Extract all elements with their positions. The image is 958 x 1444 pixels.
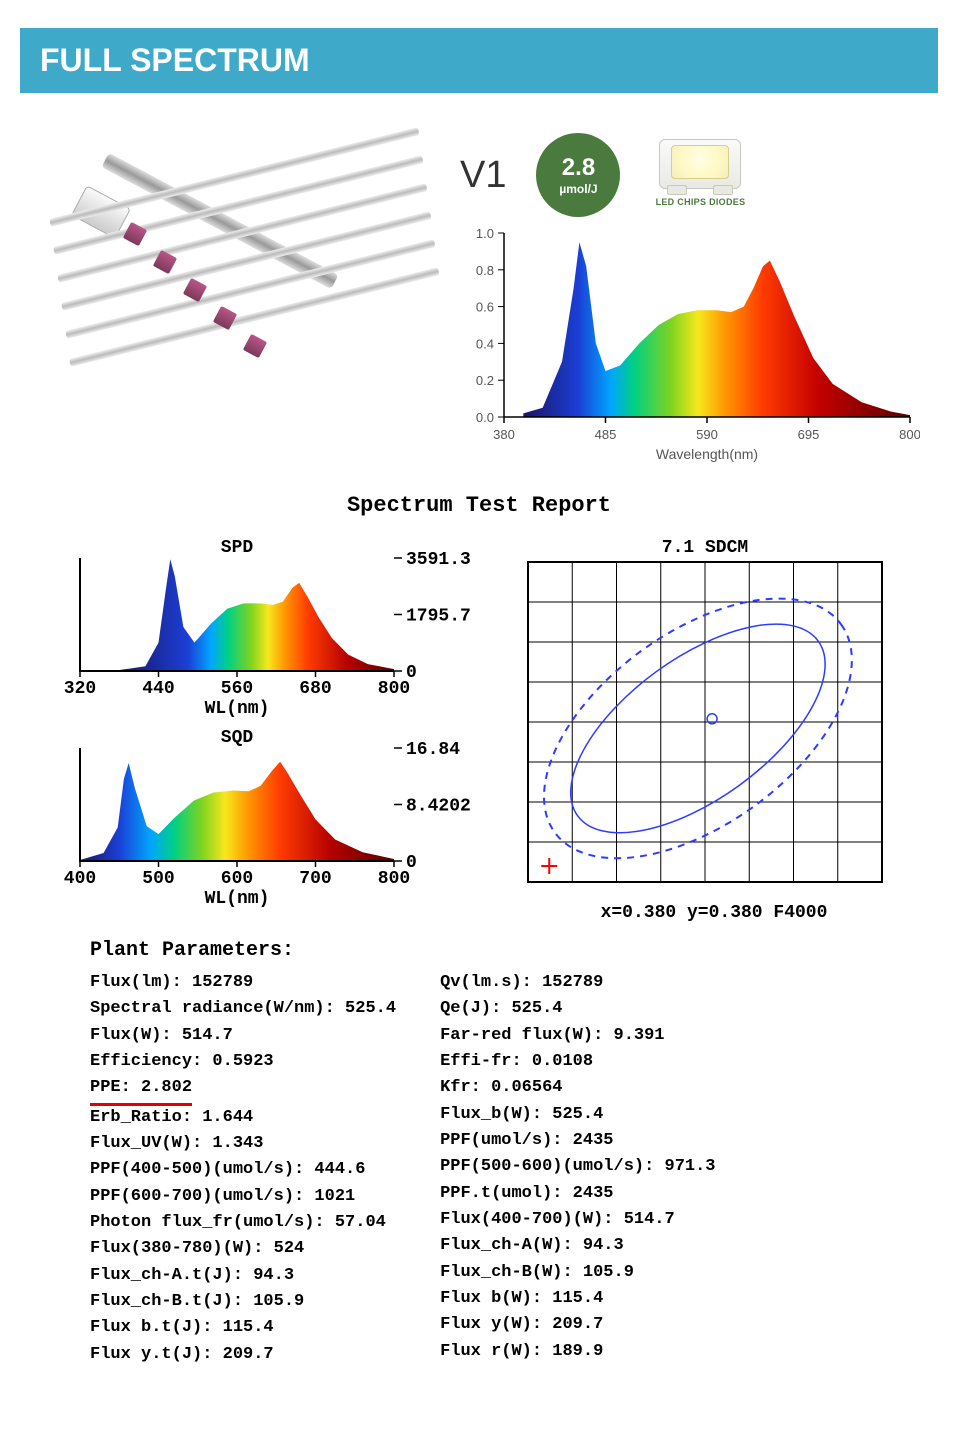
- param-row: Photon flux_fr(umol/s): 57.04: [90, 1210, 396, 1236]
- svg-text:320: 320: [64, 679, 96, 699]
- report-row: SPD32044056068080001795.73591.3WL(nm) SQ…: [0, 532, 958, 923]
- svg-text:590: 590: [696, 427, 718, 442]
- param-row: PPF(600-700)(umol/s): 1021: [90, 1184, 396, 1210]
- svg-text:800: 800: [899, 427, 920, 442]
- params-title: Plant Parameters:: [90, 939, 918, 962]
- svg-text:0.6: 0.6: [476, 300, 494, 315]
- param-row: Effi-fr: 0.0108: [440, 1049, 715, 1075]
- svg-text:500: 500: [142, 869, 174, 889]
- param-row: Flux_UV(W): 1.343: [90, 1131, 396, 1157]
- param-row: Flux_ch-A(W): 94.3: [440, 1233, 715, 1259]
- badge-unit: µmol/J: [559, 182, 597, 196]
- param-row: Flux_ch-B(W): 105.9: [440, 1260, 715, 1286]
- param-row: PPE: 2.802: [90, 1075, 396, 1104]
- svg-text:WL(nm): WL(nm): [205, 699, 270, 717]
- svg-text:440: 440: [142, 679, 174, 699]
- param-row: Erb_Ratio: 1.644: [90, 1105, 396, 1131]
- param-row: Flux(W): 514.7: [90, 1023, 396, 1049]
- params-right-column: Qv(lm.s): 152789Qe(J): 525.4Far-red flux…: [440, 970, 715, 1368]
- svg-text:0.8: 0.8: [476, 263, 494, 278]
- badge-value: 2.8: [562, 154, 595, 182]
- sqd-chart: SQD40050060070080008.420216.84WL(nm): [60, 722, 490, 907]
- param-row: Qv(lm.s): 152789: [440, 970, 715, 996]
- param-row: Flux_ch-A.t(J): 94.3: [90, 1263, 396, 1289]
- plant-parameters: Plant Parameters: Flux(lm): 152789Spectr…: [0, 923, 958, 1408]
- svg-text:8.4202: 8.4202: [406, 796, 471, 816]
- svg-text:485: 485: [595, 427, 617, 442]
- sdcm-chart: 7.1 SDCM: [510, 532, 900, 892]
- svg-text:0.4: 0.4: [476, 336, 494, 351]
- param-row: Efficiency: 0.5923: [90, 1049, 396, 1075]
- product-image: [20, 133, 440, 393]
- svg-text:0.2: 0.2: [476, 373, 494, 388]
- svg-text:400: 400: [64, 869, 96, 889]
- section-title: FULL SPECTRUM: [40, 42, 310, 78]
- param-row: Far-red flux(W): 9.391: [440, 1023, 715, 1049]
- section-header: FULL SPECTRUM: [20, 28, 938, 93]
- svg-text:560: 560: [221, 679, 253, 699]
- param-row: Flux(380-780)(W): 524: [90, 1236, 396, 1262]
- svg-text:0: 0: [406, 853, 417, 873]
- svg-text:7.1 SDCM: 7.1 SDCM: [662, 538, 748, 558]
- params-left-column: Flux(lm): 152789Spectral radiance(W/nm):…: [90, 970, 396, 1368]
- variant-label: V1: [460, 154, 506, 197]
- svg-text:1795.7: 1795.7: [406, 606, 471, 626]
- svg-text:680: 680: [299, 679, 331, 699]
- param-row: Flux(400-700)(W): 514.7: [440, 1207, 715, 1233]
- spectrum-column: V1 2.8 µmol/J LED CHIPS DIODES 380 485 590…: [460, 133, 938, 463]
- param-row: Flux b.t(J): 115.4: [90, 1315, 396, 1341]
- param-row: Kfr: 0.06564: [440, 1075, 715, 1101]
- spd-chart: SPD32044056068080001795.73591.3WL(nm): [60, 532, 490, 717]
- main-spectrum-chart: 380 485 590 695 800 0.0 0.2 0.4 0.6 0.8 1.0 Wavelen…: [460, 223, 920, 463]
- svg-text:0: 0: [406, 663, 417, 683]
- svg-text:16.84: 16.84: [406, 740, 460, 760]
- param-row: Qe(J): 525.4: [440, 996, 715, 1022]
- param-row: Flux b(W): 115.4: [440, 1286, 715, 1312]
- svg-text:SPD: SPD: [221, 538, 254, 558]
- svg-text:0.0: 0.0: [476, 410, 494, 425]
- param-row: Flux_ch-B.t(J): 105.9: [90, 1289, 396, 1315]
- svg-text:3591.3: 3591.3: [406, 550, 471, 570]
- param-row: Flux r(W): 189.9: [440, 1339, 715, 1365]
- param-row: PPF.t(umol): 2435: [440, 1181, 715, 1207]
- svg-text:WL(nm): WL(nm): [205, 889, 270, 907]
- param-row: Spectral radiance(W/nm): 525.4: [90, 996, 396, 1022]
- param-row: Flux_b(W): 525.4: [440, 1102, 715, 1128]
- param-row: PPF(500-600)(umol/s): 971.3: [440, 1154, 715, 1180]
- svg-text:700: 700: [299, 869, 331, 889]
- param-row: PPF(400-500)(umol/s): 444.6: [90, 1157, 396, 1183]
- svg-text:1.0: 1.0: [476, 226, 494, 241]
- svg-text:380: 380: [493, 427, 515, 442]
- top-section: V1 2.8 µmol/J LED CHIPS DIODES 380 485 590…: [0, 133, 958, 463]
- param-row: Flux(lm): 152789: [90, 970, 396, 996]
- param-row: PPF(umol/s): 2435: [440, 1128, 715, 1154]
- svg-text:SQD: SQD: [221, 728, 254, 748]
- efficacy-badge: 2.8 µmol/J: [536, 133, 620, 217]
- sdcm-caption: x=0.380 y=0.380 F4000: [510, 903, 918, 923]
- chip-label: LED CHIPS DIODES: [656, 197, 746, 207]
- param-row: Flux y.t(J): 209.7: [90, 1342, 396, 1368]
- svg-text:Wavelength(nm): Wavelength(nm): [656, 446, 758, 462]
- report-title: Spectrum Test Report: [0, 493, 958, 518]
- param-row: Flux y(W): 209.7: [440, 1312, 715, 1338]
- svg-text:695: 695: [798, 427, 820, 442]
- led-chip: LED CHIPS DIODES: [650, 135, 750, 215]
- svg-text:600: 600: [221, 869, 253, 889]
